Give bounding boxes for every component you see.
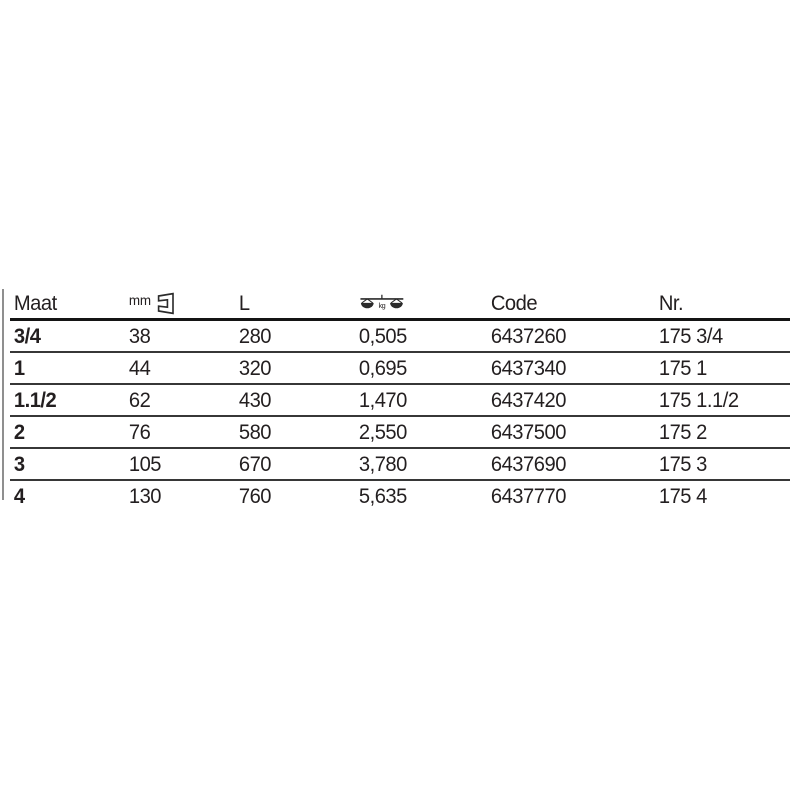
cell-maat: 1 [13, 356, 25, 380]
product-spec-table: Maat mm L kg Code Nr. [10, 289, 790, 511]
cell-mm: 105 [128, 452, 162, 476]
cell-code: 6437690 [490, 452, 567, 476]
cell-mm: 130 [128, 484, 162, 508]
cell-mm: 44 [128, 356, 151, 380]
cell-length: 580 [238, 420, 272, 444]
cell-weight: 0,695 [358, 356, 408, 380]
cell-maat: 3 [13, 452, 25, 476]
weighing-scale-icon: kg [360, 294, 404, 310]
cell-length: 760 [238, 484, 272, 508]
cell-code: 6437260 [490, 324, 567, 348]
cell-length: 280 [238, 324, 272, 348]
table-header-row: Maat mm L kg Code Nr. [10, 289, 790, 321]
cell-length: 670 [238, 452, 272, 476]
table-row: 1.1/2 62 430 1,470 6437420 175 1.1/2 [10, 385, 790, 417]
table-row: 2 76 580 2,550 6437500 175 2 [10, 417, 790, 449]
column-header-code: Code [490, 292, 538, 315]
cell-length: 430 [238, 388, 272, 412]
column-header-weight: kg [355, 294, 482, 313]
cell-maat: 4 [13, 484, 25, 508]
table-row: 3/4 38 280 0,505 6437260 175 3/4 [10, 321, 790, 353]
table-row: 3 105 670 3,780 6437690 175 3 [10, 449, 790, 481]
table-row: 1 44 320 0,695 6437340 175 1 [10, 353, 790, 385]
cell-weight: 0,505 [358, 324, 408, 348]
cell-length: 320 [238, 356, 272, 380]
kg-label: kg [378, 301, 385, 310]
cell-maat: 3/4 [13, 324, 41, 348]
cell-maat: 1.1/2 [13, 388, 57, 412]
cell-nr: 175 4 [658, 484, 708, 508]
cell-weight: 5,635 [358, 484, 408, 508]
jaw-width-icon [157, 292, 174, 315]
column-header-maat: Maat [13, 292, 57, 315]
column-header-nr: Nr. [658, 292, 684, 315]
cell-maat: 2 [13, 420, 25, 444]
mm-label: mm [128, 292, 151, 308]
cell-weight: 3,780 [358, 452, 408, 476]
cell-code: 6437770 [490, 484, 567, 508]
column-header-length: L [238, 292, 250, 315]
table-row: 4 130 760 5,635 6437770 175 4 [10, 481, 790, 511]
cell-code: 6437420 [490, 388, 567, 412]
cell-weight: 2,550 [358, 420, 408, 444]
cell-mm: 62 [128, 388, 151, 412]
column-header-mm: mm [125, 291, 231, 316]
cell-nr: 175 2 [658, 420, 708, 444]
cell-nr: 175 1 [658, 356, 708, 380]
cell-code: 6437340 [490, 356, 567, 380]
cell-nr: 175 3 [658, 452, 708, 476]
cell-mm: 76 [128, 420, 151, 444]
cell-code: 6437500 [490, 420, 567, 444]
page-edge-line [2, 289, 4, 500]
cell-mm: 38 [128, 324, 151, 348]
cell-nr: 175 3/4 [658, 324, 723, 348]
cell-nr: 175 1.1/2 [658, 388, 739, 412]
cell-weight: 1,470 [358, 388, 408, 412]
